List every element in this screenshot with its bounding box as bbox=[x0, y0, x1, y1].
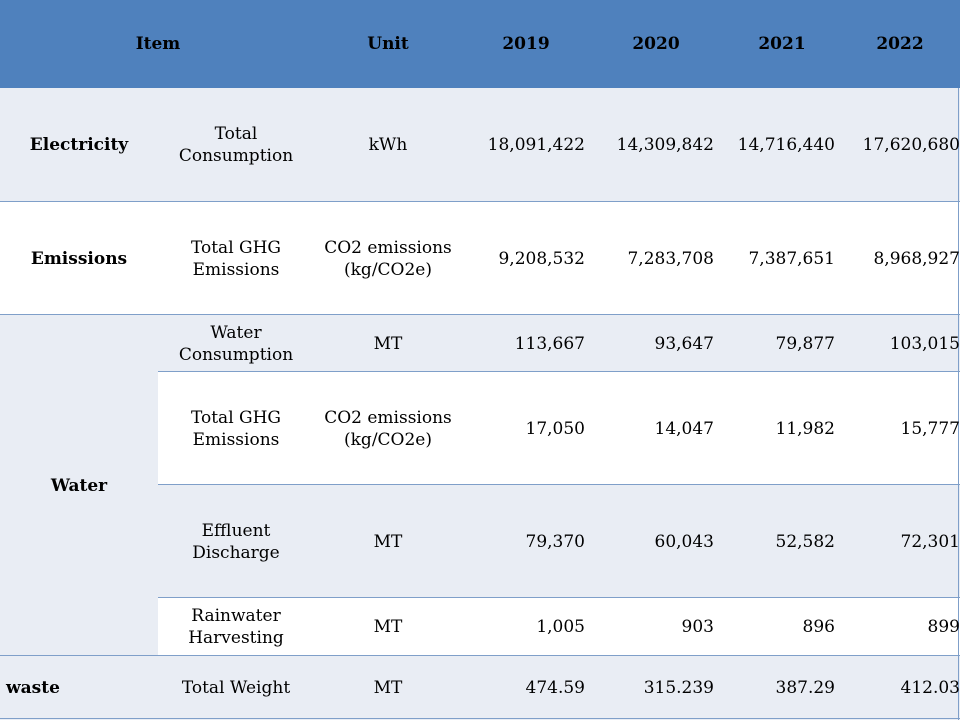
row-electricity-bg bbox=[0, 88, 960, 202]
value-2020: 14,047 bbox=[654, 418, 714, 439]
row-divider bbox=[158, 597, 960, 598]
value-2019: 474.59 bbox=[525, 678, 585, 698]
value-2022: 8,968,927 bbox=[873, 248, 960, 269]
metric-label: Total GHG Emissions bbox=[190, 237, 282, 280]
header-year-2021: 2021 bbox=[758, 34, 806, 54]
value-2020: 7,283,708 bbox=[627, 248, 714, 269]
value-2020: 93,647 bbox=[654, 333, 714, 354]
header-year-2022: 2022 bbox=[876, 34, 924, 54]
unit-label: kWh bbox=[368, 135, 408, 155]
water-category-bg bbox=[0, 315, 158, 656]
row-divider bbox=[158, 371, 960, 372]
unit-label: CO2 emissions (kg/CO2e) bbox=[324, 237, 452, 280]
value-2021: 11,982 bbox=[775, 418, 835, 439]
unit-label: CO2 emissions (kg/CO2e) bbox=[324, 407, 452, 450]
value-2019: 79,370 bbox=[525, 531, 585, 552]
row-water-ghg-bg bbox=[158, 372, 960, 485]
category-water: Water bbox=[50, 475, 108, 496]
value-2019: 9,208,532 bbox=[498, 248, 585, 269]
value-2022: 17,620,680 bbox=[862, 135, 960, 155]
value-2022: 412.03 bbox=[900, 678, 960, 698]
value-2021: 79,877 bbox=[775, 333, 835, 354]
row-waste-bg bbox=[0, 656, 960, 720]
metric-label: Total Weight bbox=[181, 678, 291, 698]
header-unit: Unit bbox=[367, 34, 409, 54]
header-year-2020: 2020 bbox=[632, 34, 680, 54]
metric-label: Effluent Discharge bbox=[192, 520, 280, 563]
table-right-border bbox=[958, 88, 959, 720]
metric-label: Total Consumption bbox=[178, 124, 294, 166]
value-2019: 113,667 bbox=[514, 333, 585, 354]
row-divider bbox=[0, 201, 960, 202]
value-2022: 899 bbox=[927, 617, 960, 637]
value-2022: 103,015 bbox=[889, 333, 960, 354]
value-2022: 15,777 bbox=[900, 418, 960, 439]
value-2020: 60,043 bbox=[654, 531, 714, 552]
header-row bbox=[0, 0, 960, 88]
value-2019: 17,050 bbox=[525, 418, 585, 439]
value-2019: 1,005 bbox=[536, 617, 585, 637]
row-divider bbox=[158, 484, 960, 485]
value-2021: 387.29 bbox=[775, 678, 835, 698]
category-waste: waste bbox=[6, 678, 60, 698]
row-divider bbox=[0, 718, 960, 719]
row-emissions-bg bbox=[0, 202, 960, 315]
row-divider bbox=[0, 655, 960, 656]
header-year-2019: 2019 bbox=[502, 34, 550, 54]
unit-label: MT bbox=[373, 531, 403, 552]
metric-label: Rainwater Harvesting bbox=[188, 606, 284, 648]
value-2021: 7,387,651 bbox=[748, 248, 835, 269]
value-2019: 18,091,422 bbox=[487, 135, 585, 155]
header-item: Item bbox=[135, 34, 181, 54]
metric-label: Water Consumption bbox=[178, 322, 294, 365]
category-electricity: Electricity bbox=[29, 135, 129, 155]
value-2021: 14,716,440 bbox=[737, 135, 835, 155]
unit-label: MT bbox=[373, 333, 403, 354]
unit-label: MT bbox=[373, 617, 403, 637]
value-2020: 14,309,842 bbox=[616, 135, 714, 155]
value-2022: 72,301 bbox=[900, 531, 960, 552]
row-divider bbox=[0, 314, 960, 315]
unit-label: MT bbox=[373, 678, 403, 698]
category-emissions: Emissions bbox=[30, 248, 128, 269]
row-rainwater-bg bbox=[158, 598, 960, 656]
row-water-consumption-bg bbox=[158, 315, 960, 372]
value-2021: 896 bbox=[802, 617, 835, 637]
metric-label: Total GHG Emissions bbox=[190, 407, 282, 450]
value-2020: 903 bbox=[681, 617, 714, 637]
value-2020: 315.239 bbox=[643, 678, 714, 698]
row-effluent-bg bbox=[158, 485, 960, 598]
value-2021: 52,582 bbox=[775, 531, 835, 552]
